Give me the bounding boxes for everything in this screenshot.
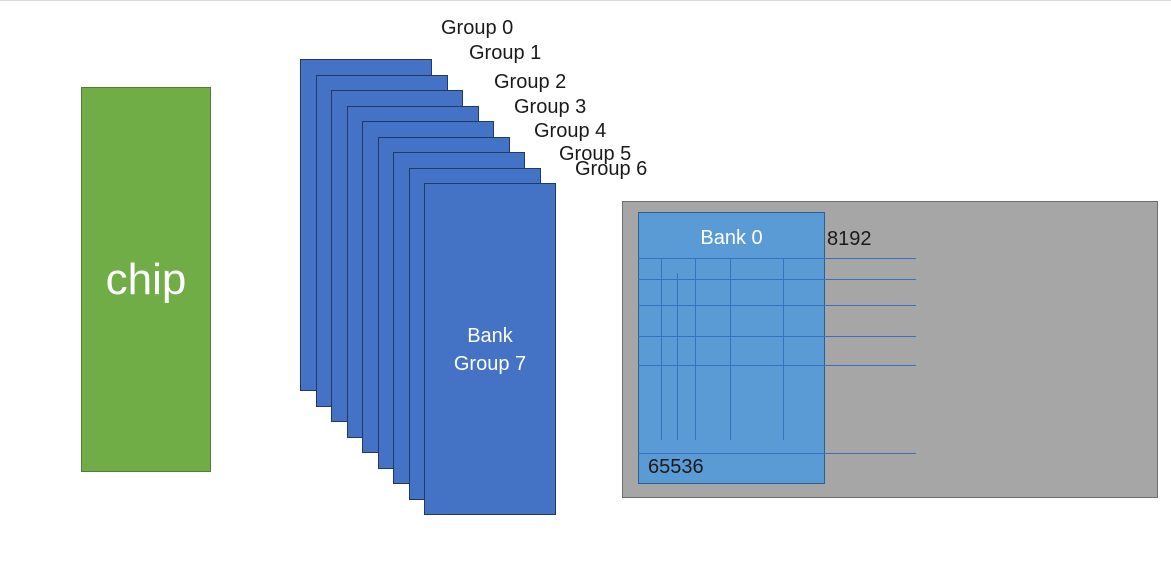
bank-row-line <box>638 305 916 306</box>
bank-column-line <box>783 258 784 440</box>
bank-column-line <box>661 258 662 440</box>
bank-group-7-line1: Bank <box>467 325 513 347</box>
bank-row-line <box>638 453 916 454</box>
bank-title: Bank 0 <box>700 227 763 249</box>
bank-group-7-line2: Group 7 <box>453 353 527 375</box>
bank-group-7-label: Bank Group 7 <box>424 322 556 378</box>
group-label: Group 5 <box>559 143 632 165</box>
bank-row-line <box>638 279 916 280</box>
group-label: Group 1 <box>469 42 542 64</box>
bank-column-line <box>695 258 696 440</box>
bank-0-box <box>638 212 825 484</box>
group-label: Group 0 <box>441 17 514 39</box>
bank-group-card <box>424 183 556 515</box>
group-label: Group 2 <box>494 71 567 93</box>
chip-block: chip <box>81 87 211 472</box>
chip-label: chip <box>105 254 187 304</box>
bank-column-line <box>730 258 731 440</box>
bank-row-line <box>638 365 916 366</box>
top-divider <box>0 0 1171 1</box>
group-label: Group 4 <box>534 120 607 142</box>
bank-column-line <box>677 273 678 440</box>
bank-row-line <box>638 258 916 259</box>
bank-row-line <box>638 336 916 337</box>
columns-count-label: 8192 <box>827 228 872 250</box>
group-label: Group 6 <box>575 158 648 180</box>
group-label: Group 3 <box>514 96 587 118</box>
rows-count-label: 65536 <box>648 456 704 478</box>
